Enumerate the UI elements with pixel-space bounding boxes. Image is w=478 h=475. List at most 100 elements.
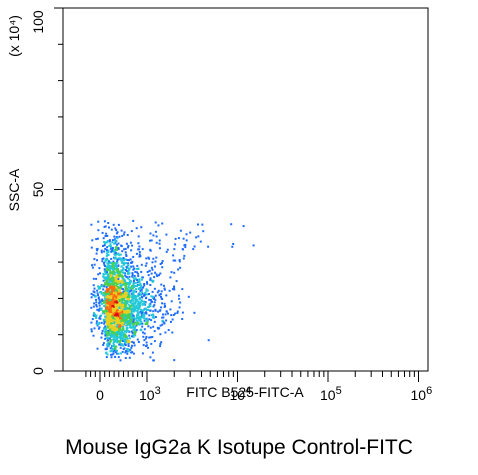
event-point [147, 306, 150, 309]
event-point [119, 304, 122, 307]
event-point [110, 228, 113, 231]
event-point [102, 344, 105, 346]
event-point [172, 259, 175, 262]
event-point [115, 247, 118, 250]
event-point [151, 268, 154, 271]
event-point [104, 332, 107, 335]
event-point [153, 304, 156, 307]
event-point [107, 289, 110, 292]
event-point [127, 262, 130, 265]
event-point [114, 271, 117, 274]
event-point [155, 256, 158, 259]
event-point [150, 239, 153, 242]
event-point [115, 328, 118, 331]
event-point [159, 263, 162, 265]
event-point [111, 299, 114, 302]
event-point [115, 229, 118, 232]
event-point [116, 276, 119, 279]
event-point [105, 348, 108, 350]
event-point [125, 350, 128, 353]
event-point [127, 329, 130, 332]
event-point [156, 326, 159, 329]
event-point [192, 248, 195, 251]
event-point [107, 308, 110, 311]
event-point [101, 299, 104, 302]
event-point [114, 306, 117, 309]
event-point [130, 265, 133, 268]
event-point [107, 269, 110, 272]
event-point [163, 302, 166, 305]
event-point [135, 324, 138, 327]
event-point [141, 325, 144, 328]
event-point [125, 253, 128, 256]
event-point [142, 286, 145, 289]
event-point [98, 286, 101, 288]
event-point [129, 280, 131, 283]
event-point [115, 311, 118, 314]
event-point [138, 292, 141, 295]
event-point [131, 294, 134, 297]
event-point [148, 257, 151, 260]
event-point [117, 319, 120, 322]
event-point [128, 334, 131, 337]
event-point [171, 288, 174, 291]
event-point [114, 297, 117, 300]
event-point [107, 263, 110, 266]
event-point [118, 274, 121, 277]
event-point [115, 293, 118, 296]
event-point [137, 235, 140, 238]
event-point [126, 294, 128, 297]
event-point [95, 301, 98, 304]
event-point [158, 239, 161, 242]
event-point [102, 279, 105, 282]
event-point [100, 321, 103, 324]
event-point [122, 328, 125, 331]
event-point [124, 301, 127, 304]
event-point [161, 302, 164, 305]
event-point [97, 327, 100, 330]
event-point [125, 321, 128, 324]
event-point [183, 244, 186, 247]
event-point [134, 334, 137, 337]
event-point [122, 292, 125, 295]
event-point [114, 355, 117, 358]
event-point [114, 295, 117, 298]
event-point [117, 248, 120, 251]
event-point [111, 319, 113, 321]
event-point [132, 334, 135, 337]
event-point [159, 272, 162, 275]
event-point [101, 312, 104, 315]
event-point [171, 318, 174, 321]
event-point [132, 268, 135, 271]
event-point [117, 288, 120, 291]
event-point [126, 339, 129, 341]
event-point [114, 314, 117, 317]
event-point [114, 305, 117, 307]
event-point [104, 334, 107, 337]
event-point [111, 332, 114, 335]
y-axis-label: SSC-A [6, 168, 22, 211]
event-point [122, 305, 125, 308]
event-point [160, 283, 163, 286]
event-point [127, 283, 130, 286]
event-point [107, 222, 110, 224]
event-point [126, 348, 129, 350]
event-point [150, 266, 153, 269]
event-point [137, 316, 140, 319]
event-point [120, 269, 123, 272]
event-point [146, 293, 149, 296]
event-point [139, 310, 142, 313]
event-point [121, 279, 123, 282]
event-point [124, 351, 127, 354]
event-point [131, 344, 133, 347]
event-point [154, 221, 157, 224]
y-tick-label-1: 50 [30, 182, 46, 198]
event-point [128, 294, 131, 297]
event-point [117, 242, 120, 245]
event-point [118, 280, 121, 283]
event-point [113, 338, 116, 341]
event-point [106, 246, 109, 249]
event-point [107, 293, 110, 295]
event-point [116, 305, 119, 308]
event-point [135, 290, 138, 293]
